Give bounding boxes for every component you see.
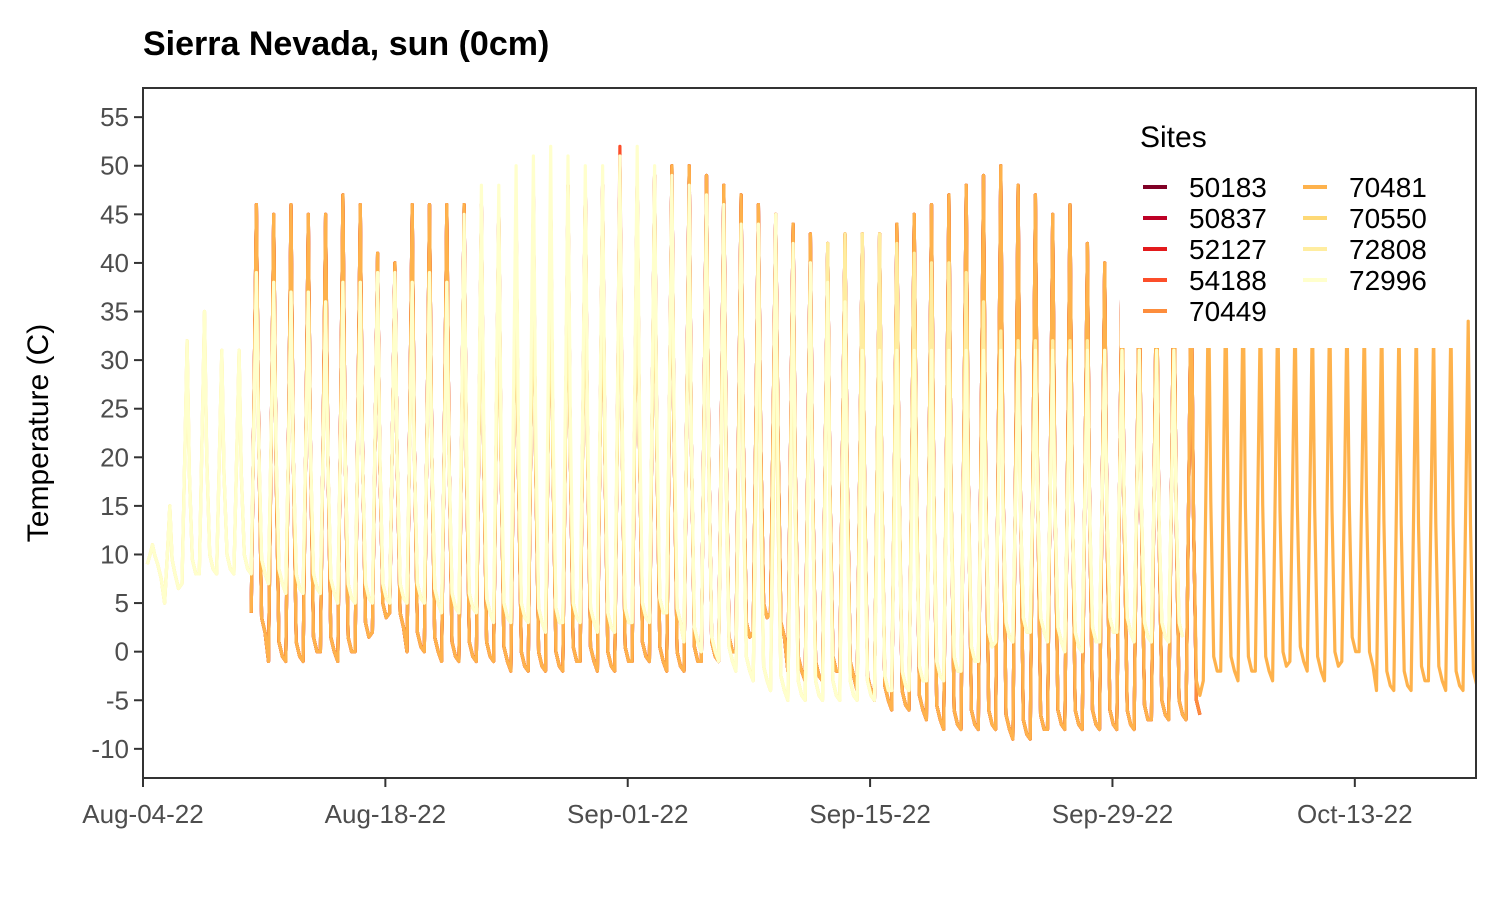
legend-label: 72808 (1349, 234, 1427, 265)
x-tick-label: Aug-18-22 (325, 799, 446, 829)
chart-title: Sierra Nevada, sun (0cm) (143, 25, 549, 63)
legend-label: 70449 (1189, 296, 1267, 327)
y-axis: -10 -5 0 5 10 15 20 25 30 35 40 45 50 55 (91, 102, 143, 764)
legend-background (1120, 108, 1460, 348)
series-layer (145, 144, 1476, 741)
legend-label: 54188 (1189, 265, 1267, 296)
y-tick-label: 0 (115, 637, 129, 667)
y-tick-label: 10 (100, 539, 129, 569)
legend-label: 52127 (1189, 234, 1267, 265)
y-tick-label: 50 (100, 151, 129, 181)
x-tick-label: Oct-13-22 (1297, 799, 1413, 829)
x-tick-label: Sep-15-22 (809, 799, 930, 829)
y-tick-label: -5 (106, 685, 129, 715)
y-tick-label: 25 (100, 394, 129, 424)
x-axis: Aug-04-22 Aug-18-22 Sep-01-22 Sep-15-22 Sep-… (82, 778, 1413, 829)
y-tick-label: 40 (100, 248, 129, 278)
legend-label: 70481 (1349, 172, 1427, 203)
legend-label: 70550 (1349, 203, 1427, 234)
legend-label: 50837 (1189, 203, 1267, 234)
y-tick-label: 5 (115, 588, 129, 618)
y-tick-label: -10 (91, 734, 129, 764)
y-tick-label: 35 (100, 297, 129, 327)
y-tick-label: 55 (100, 102, 129, 132)
plot-frame (142, 87, 1477, 779)
x-tick-label: Sep-29-22 (1052, 799, 1173, 829)
legend-title: Sites (1140, 121, 1207, 154)
y-axis-title: Temperature (C) (22, 324, 55, 542)
x-tick-label: Aug-04-22 (82, 799, 203, 829)
legend-label: 50183 (1189, 172, 1267, 203)
y-tick-label: 30 (100, 345, 129, 375)
y-tick-label: 20 (100, 442, 129, 472)
legend-label: 72996 (1349, 265, 1427, 296)
x-tick-label: Sep-01-22 (567, 799, 688, 829)
series-line-72996 (145, 144, 1185, 702)
y-tick-label: 15 (100, 491, 129, 521)
y-tick-label: 45 (100, 199, 129, 229)
